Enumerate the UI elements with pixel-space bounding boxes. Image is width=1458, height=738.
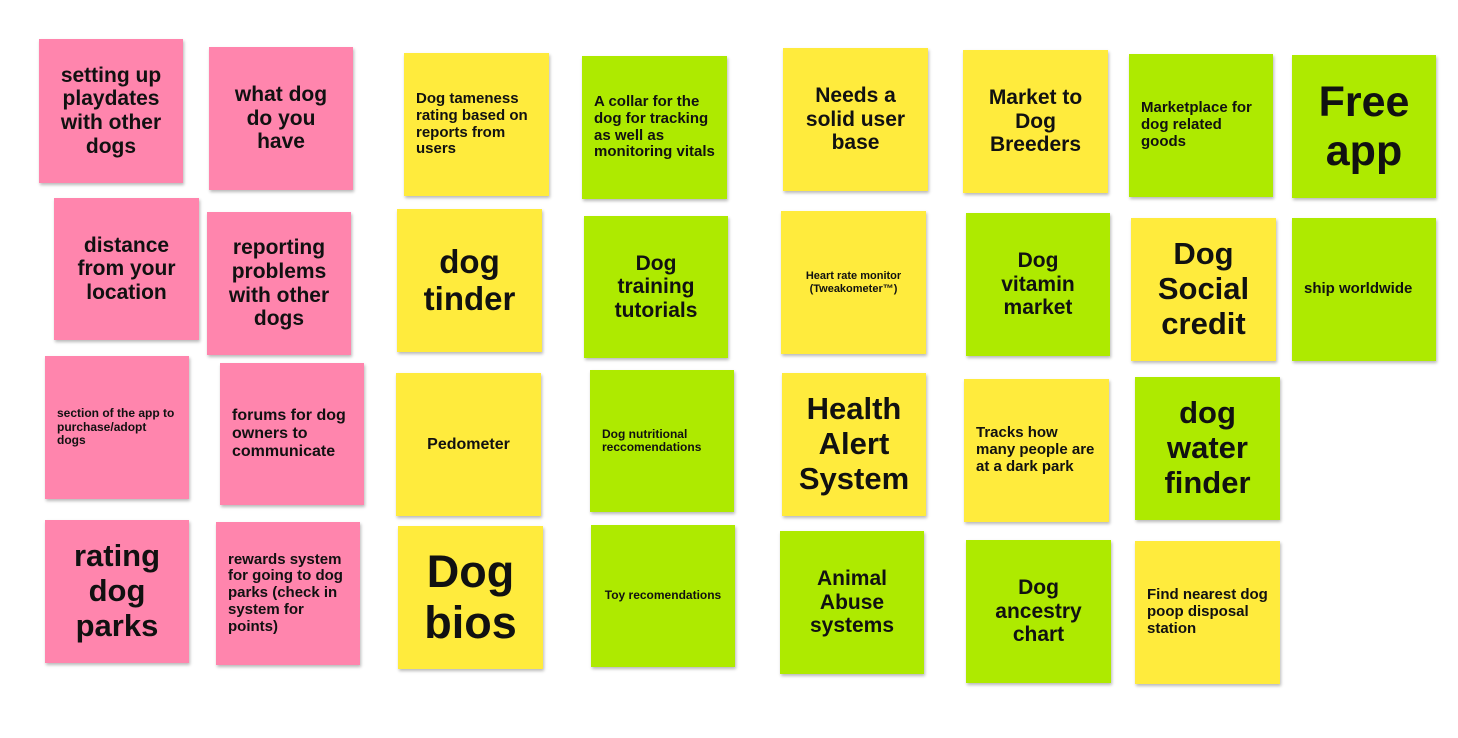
sticky-note-text: Dog vitamin market bbox=[1001, 249, 1075, 320]
sticky-note-text: dog tinder bbox=[423, 242, 516, 317]
sticky-note-text: what dog do you have bbox=[234, 83, 328, 154]
sticky-note-text: Dog Social credit bbox=[1157, 236, 1250, 341]
sticky-note-text: Dog tameness rating based on reports fro… bbox=[416, 89, 528, 158]
sticky-note-n02[interactable]: what dog do you have bbox=[209, 47, 353, 190]
sticky-note-text: rating dog parks bbox=[73, 538, 161, 643]
sticky-note-text: A collar for the dog for tracking as wel… bbox=[594, 92, 715, 161]
sticky-note-n16[interactable]: Toy recomendations bbox=[591, 525, 735, 667]
sticky-note-n04[interactable]: reporting problems with other dogs bbox=[207, 212, 351, 355]
sticky-note-n03[interactable]: distance from your location bbox=[54, 198, 199, 340]
sticky-note-n14[interactable]: Dog training tutorials bbox=[584, 216, 728, 358]
sticky-note-n18[interactable]: Heart rate monitor (Tweakometer™) bbox=[781, 211, 926, 354]
sticky-note-text: distance from your location bbox=[77, 233, 176, 304]
sticky-note-text: Health Alert System bbox=[798, 391, 910, 496]
sticky-note-text: Pedometer bbox=[427, 435, 510, 453]
sticky-note-text: Marketplace for dog related goods bbox=[1141, 99, 1252, 150]
sticky-note-n10[interactable]: dog tinder bbox=[397, 209, 542, 352]
sticky-note-n13[interactable]: A collar for the dog for tracking as wel… bbox=[582, 56, 727, 199]
sticky-note-n09[interactable]: Dog tameness rating based on reports fro… bbox=[404, 53, 549, 196]
sticky-note-text: Heart rate monitor (Tweakometer™) bbox=[805, 270, 902, 295]
sticky-note-n15[interactable]: Dog nutritional reccomendations bbox=[590, 370, 734, 512]
sticky-note-text: dog water finder bbox=[1164, 395, 1251, 500]
sticky-note-n12[interactable]: Dog bios bbox=[398, 526, 543, 669]
sticky-note-text: Dog training tutorials bbox=[614, 251, 698, 322]
sticky-note-n19[interactable]: Health Alert System bbox=[782, 373, 926, 516]
sticky-note-n21[interactable]: Market to Dog Breeders bbox=[963, 50, 1108, 193]
sticky-note-text: Animal Abuse systems bbox=[809, 567, 895, 638]
sticky-note-n30[interactable]: ship worldwide bbox=[1292, 218, 1436, 361]
sticky-note-n27[interactable]: dog water finder bbox=[1135, 377, 1280, 520]
sticky-note-text: Market to Dog Breeders bbox=[988, 86, 1083, 157]
sticky-note-text: forums for dog owners to communicate bbox=[232, 407, 346, 460]
sticky-note-text: Dog ancestry chart bbox=[995, 576, 1082, 647]
sticky-note-text: Dog nutritional reccomendations bbox=[602, 426, 702, 454]
sticky-note-n24[interactable]: Dog ancestry chart bbox=[966, 540, 1111, 683]
sticky-note-n07[interactable]: rating dog parks bbox=[45, 520, 189, 663]
sticky-note-n20[interactable]: Animal Abuse systems bbox=[780, 531, 924, 674]
sticky-note-n25[interactable]: Marketplace for dog related goods bbox=[1129, 54, 1273, 197]
sticky-note-n28[interactable]: Find nearest dog poop disposal station bbox=[1135, 541, 1280, 684]
sticky-note-n01[interactable]: setting up playdates with other dogs bbox=[39, 39, 183, 183]
sticky-note-n17[interactable]: Needs a solid user base bbox=[783, 48, 928, 191]
sticky-note-text: setting up playdates with other dogs bbox=[60, 63, 162, 158]
sticky-note-text: rewards system for going to dog parks (c… bbox=[228, 550, 343, 635]
sticky-note-n29[interactable]: Free app bbox=[1292, 55, 1436, 198]
sticky-note-n05[interactable]: section of the app to purchase/adopt dog… bbox=[45, 356, 189, 499]
sticky-note-text: Dog bios bbox=[424, 546, 517, 648]
sticky-note-text: ship worldwide bbox=[1304, 280, 1413, 298]
sticky-note-text: Toy recomendations bbox=[604, 588, 722, 603]
sticky-note-n23[interactable]: Tracks how many people are at a dark par… bbox=[964, 379, 1109, 522]
sticky-note-n26[interactable]: Dog Social credit bbox=[1131, 218, 1276, 361]
sticky-note-n11[interactable]: Pedometer bbox=[396, 373, 541, 516]
sticky-note-n22[interactable]: Dog vitamin market bbox=[966, 213, 1110, 356]
sticky-note-text: Free app bbox=[1318, 78, 1410, 175]
sticky-note-text: reporting problems with other dogs bbox=[228, 236, 330, 331]
sticky-note-n06[interactable]: forums for dog owners to communicate bbox=[220, 363, 364, 505]
sticky-note-text: Find nearest dog poop disposal station bbox=[1147, 586, 1268, 637]
sticky-note-text: Tracks how many people are at a dark par… bbox=[976, 424, 1095, 475]
sticky-note-n08[interactable]: rewards system for going to dog parks (c… bbox=[216, 522, 360, 665]
sticky-note-text: Needs a solid user base bbox=[805, 84, 906, 155]
sticky-note-text: section of the app to purchase/adopt dog… bbox=[57, 406, 175, 448]
